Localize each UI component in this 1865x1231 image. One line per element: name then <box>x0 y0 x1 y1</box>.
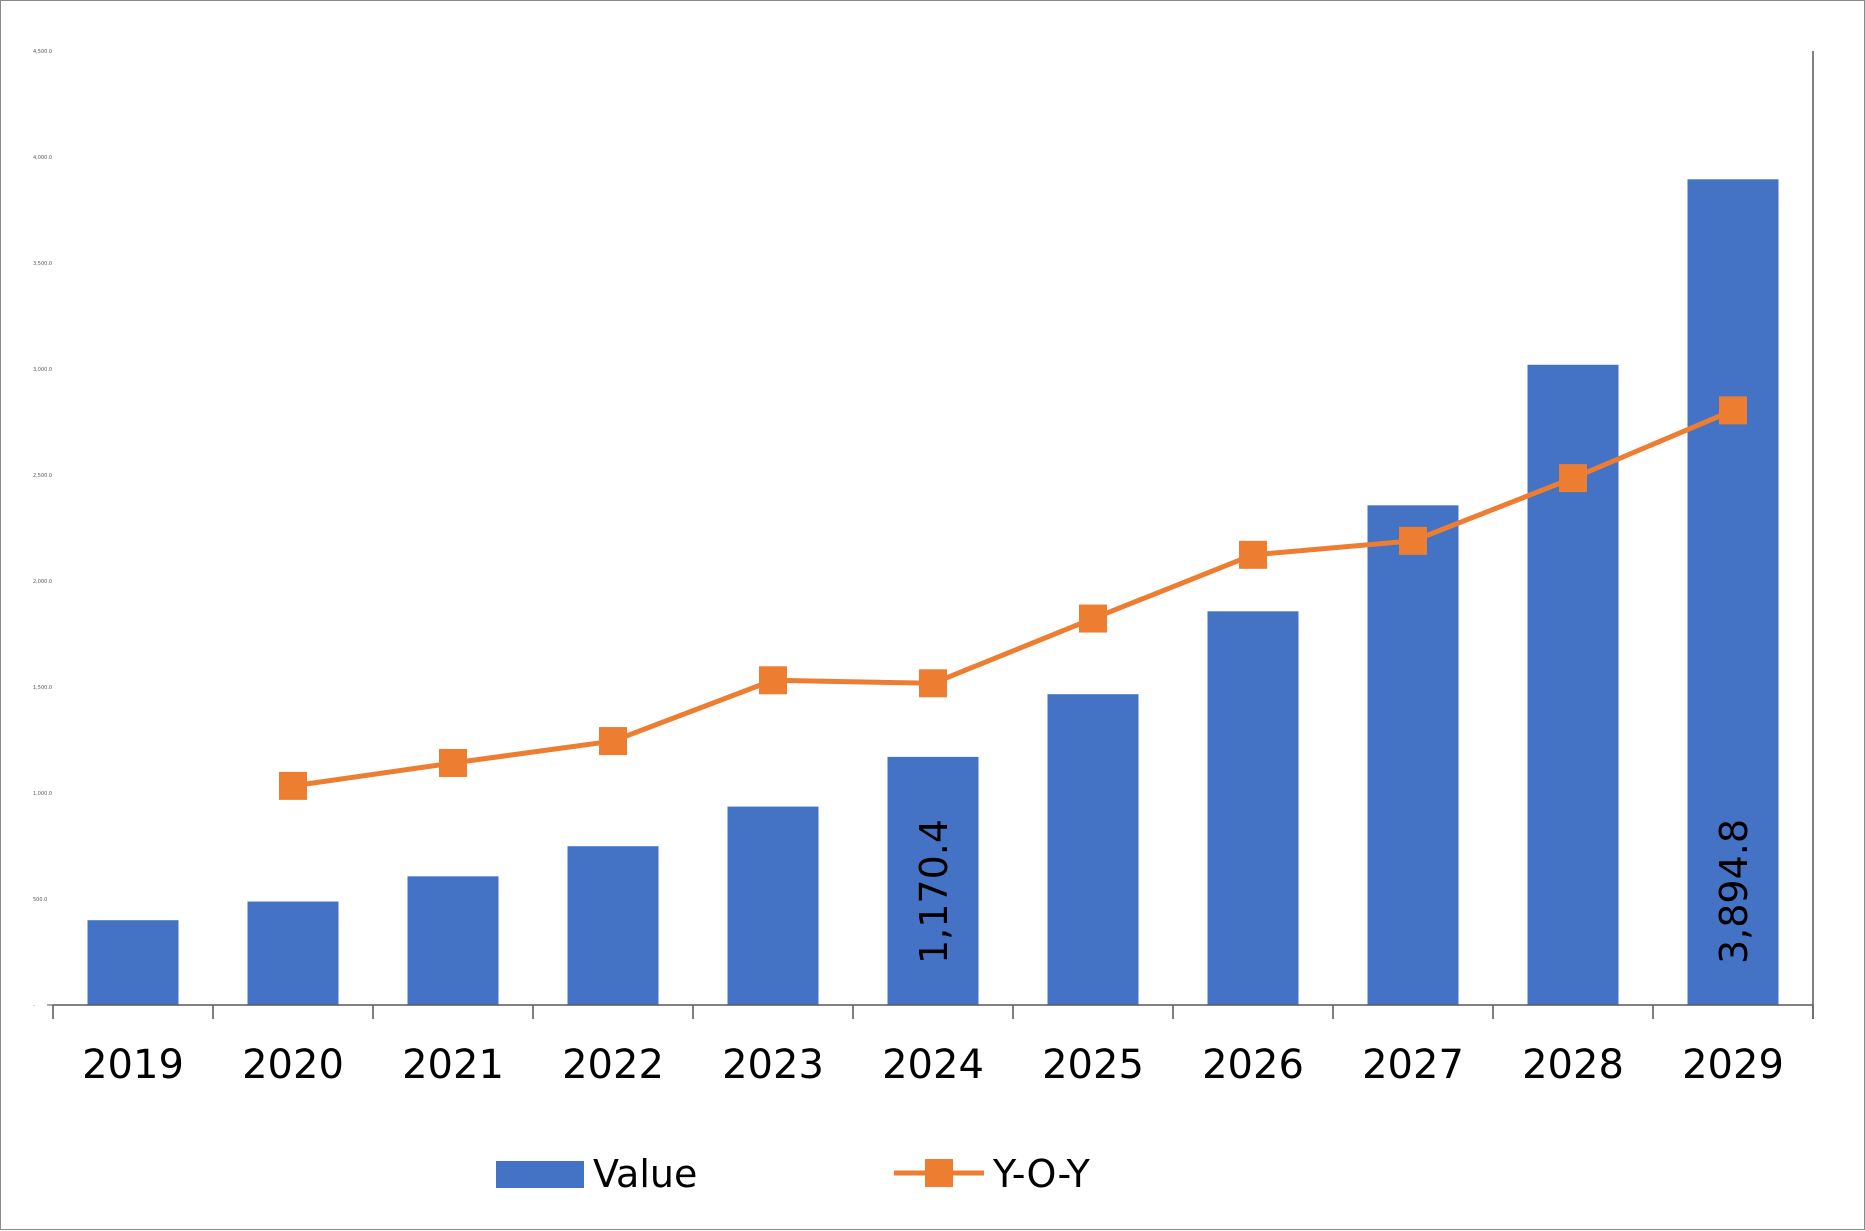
y-tick-label: 3,000.0 <box>33 367 52 373</box>
bar-2023 <box>727 806 819 1005</box>
legend-yoy-marker <box>925 1159 953 1187</box>
x-tick-label: 2028 <box>1522 1042 1624 1088</box>
bar-2019 <box>87 920 179 1005</box>
yoy-marker-2021 <box>439 748 467 777</box>
y-tick-label: - <box>33 1003 35 1009</box>
x-tick-label: 2020 <box>242 1042 344 1088</box>
yoy-marker-2029 <box>1719 396 1747 425</box>
yoy-marker-2026 <box>1239 540 1267 569</box>
bar-2028 <box>1527 364 1619 1005</box>
yoy-marker-2022 <box>599 727 627 756</box>
yoy-marker-2028 <box>1559 464 1587 493</box>
bar-2029 <box>1687 179 1779 1006</box>
x-tick-label: 2025 <box>1042 1042 1144 1088</box>
bar-2025 <box>1047 694 1139 1005</box>
y-tick-label: 1,000.0 <box>33 791 52 797</box>
yoy-line-series <box>279 396 1747 800</box>
bar-2027 <box>1367 505 1459 1005</box>
legend-value-label: Value <box>593 1152 697 1196</box>
x-axis-ticks: 2019 2020 2021 2022 2023 2024 2025 2026 2027 2028… <box>47 1004 1814 1088</box>
bar-2022 <box>567 846 659 1005</box>
y-tick-label: 4,000.0 <box>33 155 52 161</box>
bar-2024 <box>887 756 979 1005</box>
legend: Value Y-O-Y <box>496 1152 1091 1196</box>
bar-2026 <box>1207 611 1299 1005</box>
y-tick-label: 4,500.0 <box>33 49 52 55</box>
legend-yoy-label: Y-O-Y <box>992 1152 1091 1196</box>
y-tick-label: 3,500.0 <box>33 261 52 267</box>
x-tick-label: 2021 <box>402 1042 504 1088</box>
x-tick-label: 2019 <box>82 1042 184 1088</box>
y-tick-label: 500.0 <box>33 897 47 903</box>
y-tick-label: 2,500.0 <box>33 473 52 479</box>
yoy-line <box>292 408 1734 789</box>
x-tick-label: 2022 <box>562 1042 664 1088</box>
x-tick-label: 2029 <box>1682 1042 1784 1088</box>
yoy-marker-2025 <box>1079 604 1107 633</box>
yoy-marker-2024 <box>919 669 947 698</box>
data-label-2024: 1,170.4 <box>912 819 956 964</box>
y-tick-label: 1,500.0 <box>33 685 52 691</box>
yoy-marker-2023 <box>759 666 787 695</box>
yoy-marker-2020 <box>279 771 307 800</box>
bar-2021 <box>407 876 499 1005</box>
x-tick-label: 2027 <box>1362 1042 1464 1088</box>
x-tick-label: 2024 <box>882 1042 984 1088</box>
axes <box>53 51 1814 1019</box>
yoy-marker-2027 <box>1399 526 1427 555</box>
legend-value-swatch <box>496 1161 584 1188</box>
bar-2020 <box>247 901 339 1005</box>
x-tick-label: 2023 <box>722 1042 824 1088</box>
y-axis-ticks: - 500.0 1,000.0 1,500.0 2,000.0 2,500.0 3,000.… <box>33 49 52 1009</box>
y-tick-label: 2,000.0 <box>33 579 52 585</box>
data-label-2029: 3,894.8 <box>1712 819 1756 964</box>
bar-series <box>87 179 1779 1006</box>
x-tick-label: 2026 <box>1202 1042 1304 1088</box>
data-labels: 1,170.4 3,894.8 <box>912 819 1756 964</box>
